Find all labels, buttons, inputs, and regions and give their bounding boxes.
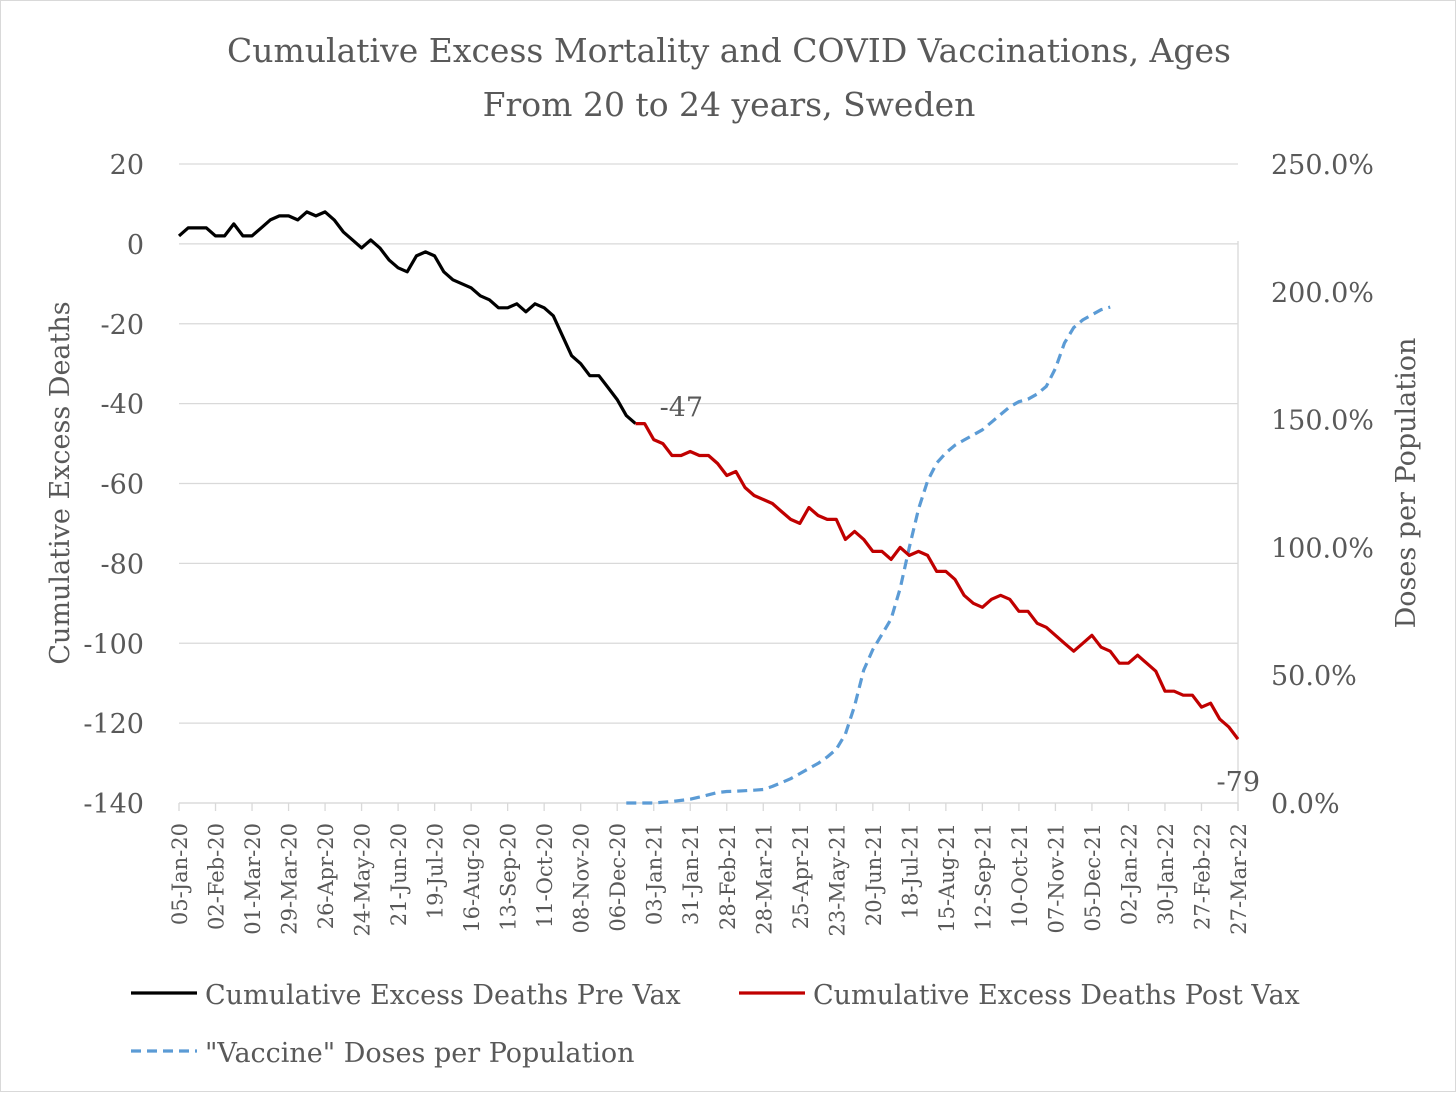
y-tick-label: -140 — [83, 789, 144, 820]
y2-tick-label: 100.0% — [1271, 533, 1374, 564]
y-tick-label: 20 — [110, 150, 144, 181]
x-tick-label: 15-Aug-21 — [935, 823, 959, 933]
x-tick-label: 29-Mar-20 — [278, 823, 302, 935]
x-tick-label: 10-Oct-21 — [1008, 823, 1032, 928]
x-tick-label: 02-Jan-22 — [1117, 823, 1141, 925]
y-tick-label: 0 — [127, 230, 144, 261]
x-tick-label: 23-May-21 — [825, 823, 849, 937]
legend-label: "Vaccine" Doses per Population — [205, 1038, 635, 1069]
data-label: -47 — [660, 393, 703, 424]
x-tick-label: 16-Aug-20 — [460, 823, 484, 933]
y-tick-label: -120 — [83, 709, 144, 740]
x-tick-label: 21-Jun-20 — [387, 823, 411, 926]
y-tick-label: -40 — [101, 390, 144, 421]
x-tick-label: 05-Dec-21 — [1081, 823, 1105, 932]
x-tick-label: 02-Feb-20 — [205, 823, 229, 930]
data-label: -79 — [1217, 767, 1260, 798]
x-tick-label: 05-Jan-20 — [168, 823, 192, 925]
legend-label: Cumulative Excess Deaths Pre Vax — [205, 980, 681, 1011]
y2-tick-label: 250.0% — [1271, 150, 1374, 181]
y2-tick-label: 200.0% — [1271, 278, 1374, 309]
x-tick-label: 08-Nov-20 — [570, 823, 594, 934]
series-line — [635, 422, 1240, 741]
series-line — [177, 210, 637, 425]
y2-tick-label: 150.0% — [1271, 406, 1374, 437]
y2-tick-label: 50.0% — [1271, 661, 1357, 692]
y2-tick-label: 0.0% — [1271, 789, 1340, 820]
legend-label: Cumulative Excess Deaths Post Vax — [813, 980, 1300, 1011]
series-line — [626, 305, 1111, 805]
x-tick-label: 27-Mar-22 — [1227, 823, 1251, 935]
x-tick-label: 28-Feb-21 — [716, 823, 740, 930]
x-tick-label: 01-Mar-20 — [241, 823, 265, 935]
x-tick-label: 28-Mar-21 — [752, 823, 776, 935]
chart-title-line-2: From 20 to 24 years, Sweden — [482, 85, 976, 124]
x-tick-label: 06-Dec-20 — [606, 823, 630, 932]
y-axis-title: Cumulative Excess Deaths — [45, 301, 76, 664]
y-tick-label: -20 — [101, 310, 144, 341]
x-tick-label: 31-Jan-21 — [679, 823, 703, 925]
x-tick-label: 11-Oct-20 — [533, 823, 557, 928]
x-tick-label: 13-Sep-20 — [497, 823, 521, 931]
x-tick-label: 24-May-20 — [351, 823, 375, 937]
y-tick-label: -60 — [101, 470, 144, 501]
y-tick-label: -100 — [83, 629, 144, 660]
y-tick-label: -80 — [101, 549, 144, 580]
y2-axis-title: Doses per Population — [1391, 338, 1422, 629]
x-tick-label: 30-Jan-22 — [1154, 823, 1178, 925]
chart-title-line-1: Cumulative Excess Mortality and COVID Va… — [227, 31, 1231, 70]
x-tick-label: 26-Apr-20 — [314, 823, 338, 929]
x-tick-label: 25-Apr-21 — [789, 823, 813, 929]
x-tick-label: 03-Jan-21 — [643, 823, 667, 925]
x-tick-label: 07-Nov-21 — [1044, 823, 1068, 934]
x-tick-label: 27-Feb-22 — [1190, 823, 1214, 930]
x-tick-label: 18-Jul-21 — [898, 823, 922, 919]
x-tick-label: 19-Jul-20 — [424, 823, 448, 919]
x-tick-label: 12-Sep-21 — [971, 823, 995, 931]
x-tick-label: 20-Jun-21 — [862, 823, 886, 926]
